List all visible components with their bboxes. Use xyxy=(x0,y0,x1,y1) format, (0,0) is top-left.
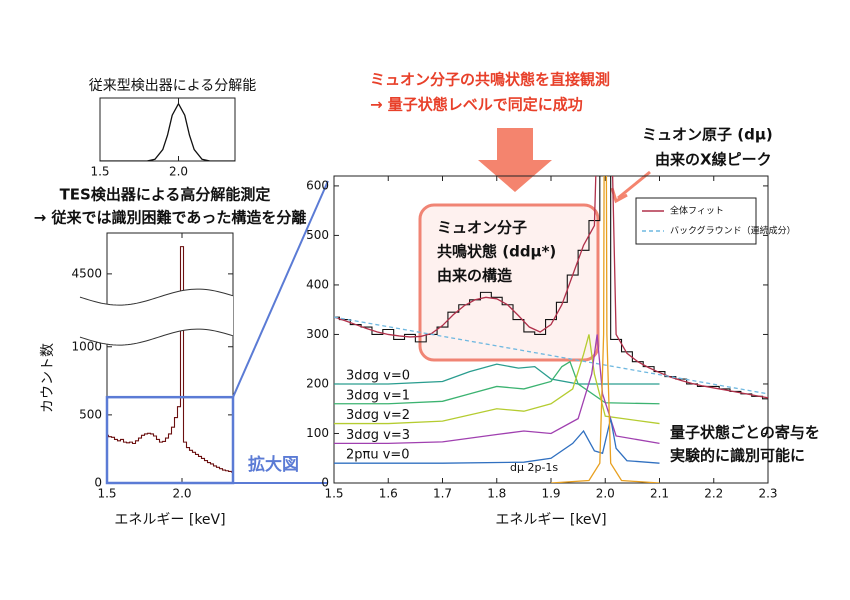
x-axis-label: エネルギー [keV] xyxy=(114,512,225,528)
component-label: 3dσg v=3 xyxy=(346,428,410,443)
y-axis-label: カウント数 xyxy=(40,343,56,413)
annotation: 共鳴状態 (ddμ*) xyxy=(437,243,556,261)
annotation: ミュオン分子の共鳴状態を直接観測 xyxy=(370,71,610,89)
x-tick-label: 1.5 xyxy=(324,487,343,501)
annotation: → 量子状態レベルで同定に成功 xyxy=(370,96,583,114)
plot-area xyxy=(100,102,235,161)
component-label: 3dσg v=2 xyxy=(346,408,410,423)
axis-break-line xyxy=(79,288,234,306)
x-tick-label: 2.2 xyxy=(704,487,723,501)
component-label: dμ 2p-1s xyxy=(510,461,558,474)
y-tick-label: 300 xyxy=(306,327,329,341)
x-tick-label: 2.0 xyxy=(169,165,188,179)
x-tick-label: 1.7 xyxy=(433,487,452,501)
chart-title: 従来型検出器による分解能 xyxy=(89,78,257,94)
x-tick-label: 1.6 xyxy=(379,487,398,501)
component-label: 2pπu v=0 xyxy=(346,448,410,463)
down-arrow xyxy=(478,128,552,192)
axis-break xyxy=(80,289,233,346)
series-line xyxy=(334,334,660,425)
y-tick-label: 100 xyxy=(306,426,329,440)
y-tick-label: 200 xyxy=(306,376,329,390)
y-tick-label: 400 xyxy=(306,277,329,291)
series-line xyxy=(107,246,233,473)
annotation: ミュオン原子 (dμ) xyxy=(642,126,773,144)
x-tick-label: 1.9 xyxy=(541,487,560,501)
x-tick-label: 1.5 xyxy=(97,487,116,501)
series-line xyxy=(550,176,660,483)
zoom-connector xyxy=(232,180,329,398)
x-tick-label: 1.8 xyxy=(487,487,506,501)
annotation: → 従来では識別困難であった構造を分離 xyxy=(34,209,307,227)
y-tick-label: 0 xyxy=(94,476,102,490)
x-axis-label: エネルギー [keV] xyxy=(495,512,606,528)
series-line xyxy=(334,418,660,464)
series-line xyxy=(334,363,660,385)
y-tick-label: 0 xyxy=(321,476,329,490)
series-line xyxy=(334,334,660,445)
series-line xyxy=(100,102,235,161)
annotation: 由来の構造 xyxy=(437,267,512,285)
zoom-label: 拡大図 xyxy=(248,454,299,475)
plot-frame xyxy=(99,97,236,162)
x-tick-label: 2.0 xyxy=(172,487,191,501)
series-line xyxy=(334,176,768,399)
plot-area xyxy=(334,176,768,483)
component-label: 3dσg v=0 xyxy=(346,368,410,383)
annotation: 由来のX線ピーク xyxy=(655,151,772,169)
annotation: 実験的に識別可能に xyxy=(670,447,805,465)
zoom-box xyxy=(105,395,235,485)
axis-break-line xyxy=(79,328,234,346)
x-tick-label: 2.0 xyxy=(596,487,615,501)
pointer-arrow-head xyxy=(610,187,628,204)
x-tick-label: 1.5 xyxy=(90,165,109,179)
annotation: TES検出器による高分解能測定 xyxy=(60,186,271,204)
y-tick-label: 4500 xyxy=(71,266,102,280)
annotation: 量子状態ごとの寄与を xyxy=(670,424,820,442)
y-tick-label: 1000 xyxy=(71,339,102,353)
legend-label: 全体フィット xyxy=(670,205,724,217)
y-tick-label: 500 xyxy=(79,407,102,421)
component-label: 3dσg v=1 xyxy=(346,388,410,403)
plot-area xyxy=(107,246,233,473)
x-tick-label: 2.3 xyxy=(758,487,777,501)
series-line xyxy=(334,316,768,395)
annotation: ミュオン分子 xyxy=(437,219,527,237)
series-line xyxy=(334,360,660,405)
legend-box xyxy=(635,197,757,245)
plot-frame xyxy=(106,232,234,484)
legend-label: バックグラウンド（連続成分） xyxy=(670,225,796,237)
y-tick-label: 500 xyxy=(306,228,329,242)
y-tick-label: 600 xyxy=(306,178,329,192)
x-tick-label: 2.1 xyxy=(650,487,669,501)
